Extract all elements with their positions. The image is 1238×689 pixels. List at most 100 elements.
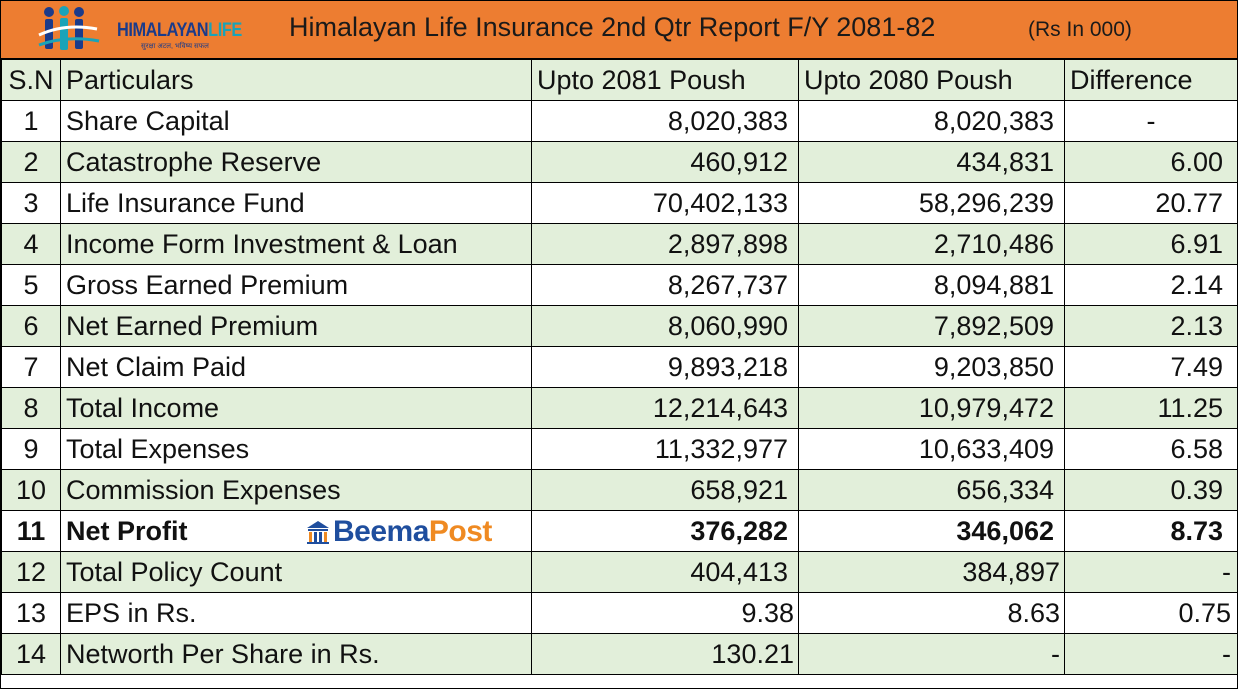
row-particular-text: Life Insurance Fund: [66, 187, 305, 218]
row-particular-text: Catastrophe Reserve: [66, 146, 322, 177]
row-sn-text: 6: [23, 310, 39, 341]
row-current-value-text: 12,214,643: [652, 392, 788, 423]
table-row: 7 Net Claim Paid 9,893,218 9,203,850 7.49: [1, 346, 1238, 388]
row-particular-text: Income Form Investment & Loan: [66, 228, 458, 259]
row-difference-text: -: [1146, 105, 1156, 136]
column-header-particulars: Particulars: [60, 59, 532, 101]
row-difference: 2.13: [1064, 305, 1238, 347]
row-difference-text: 6.91: [1170, 228, 1223, 259]
row-difference-text: 6.00: [1170, 146, 1223, 177]
row-particular-text: Net Earned Premium: [66, 310, 319, 341]
row-current-value-text: 11,332,977: [654, 433, 788, 464]
row-previous-value-text: 10,979,472: [918, 392, 1054, 423]
row-current-value: 8,060,990: [531, 305, 799, 347]
row-particular: Total Expenses: [60, 428, 532, 470]
row-difference: -: [1064, 100, 1238, 142]
row-difference-text: 2.14: [1170, 269, 1223, 300]
row-difference-text: -: [1222, 638, 1231, 669]
row-particular-text: EPS in Rs.: [66, 597, 197, 628]
row-previous-value-text: 10,633,409: [918, 433, 1054, 464]
row-difference: 2.14: [1064, 264, 1238, 306]
row-current-value-text: 376,282: [690, 515, 788, 546]
report-title: Himalayan Life Insurance 2nd Qtr Report …: [289, 12, 936, 42]
table-row: 8 Total Income 12,214,643 10,979,472 11.25: [1, 387, 1238, 429]
row-sn-text: 4: [23, 228, 39, 259]
row-sn: 8: [1, 387, 61, 429]
row-difference-text: -: [1222, 556, 1231, 587]
table-row: 11 Net Profit BeemaPost 376,282 346,062 8.73: [1, 510, 1238, 552]
row-previous-value-text: -: [1051, 638, 1060, 669]
row-current-value-text: 8,060,990: [667, 310, 788, 341]
row-particular: Networth Per Share in Rs.: [60, 633, 532, 675]
row-particular: Life Insurance Fund: [60, 182, 532, 224]
row-difference-text: 7.49: [1170, 351, 1223, 382]
himalayan-life-logo: HIMALAYANLIFE सुरक्षा अटल, भविष्य सफल: [37, 5, 257, 55]
logo-wordmark-accent: LIFE: [208, 20, 242, 41]
table-row: 5 Gross Earned Premium 8,267,737 8,094,881 2…: [1, 264, 1238, 306]
row-sn: 13: [1, 592, 61, 634]
table-row: 4 Income Form Investment & Loan 2,897,898 2…: [1, 223, 1238, 265]
row-particular: Net Claim Paid: [60, 346, 532, 388]
row-difference: 7.49: [1064, 346, 1238, 388]
row-sn-text: 10: [15, 474, 47, 505]
row-particular: Catastrophe Reserve: [60, 141, 532, 183]
row-sn: 10: [1, 469, 61, 511]
row-current-value: 376,282: [531, 510, 799, 552]
report-unit: (Rs In 000): [1028, 18, 1132, 41]
row-previous-value-text: 8,020,383: [933, 105, 1054, 136]
row-previous-value: 9,203,850: [798, 346, 1065, 388]
row-particular: Total Policy Count: [60, 551, 532, 593]
table-row: 2 Catastrophe Reserve 460,912 434,831 6.00: [1, 141, 1238, 183]
row-previous-value: 656,334: [798, 469, 1065, 511]
row-sn: 7: [1, 346, 61, 388]
table-row: 13 EPS in Rs. 9.38 8.63 0.75: [1, 592, 1238, 634]
row-particular-text: Net Profit: [66, 515, 188, 546]
row-current-value: 9.38: [531, 592, 799, 634]
report-header-banner: HIMALAYANLIFE सुरक्षा अटल, भविष्य सफल Hi…: [1, 1, 1237, 59]
row-previous-value-text: 346,062: [956, 515, 1054, 546]
table-row: 9 Total Expenses 11,332,977 10,633,409 6.58: [1, 428, 1238, 470]
row-previous-value: 8,020,383: [798, 100, 1065, 142]
row-current-value: 8,020,383: [531, 100, 799, 142]
row-sn-text: 7: [23, 351, 39, 382]
row-previous-value: 2,710,486: [798, 223, 1065, 265]
row-previous-value-text: 8.63: [1007, 597, 1060, 628]
row-previous-value: 8,094,881: [798, 264, 1065, 306]
himalayan-life-logo-icon: [38, 6, 100, 50]
row-previous-value-text: 8,094,881: [933, 269, 1054, 300]
row-current-value: 2,897,898: [531, 223, 799, 265]
row-difference: 6.00: [1064, 141, 1238, 183]
row-sn-text: 9: [23, 433, 39, 464]
row-sn: 11: [1, 510, 61, 552]
row-previous-value: 7,892,509: [798, 305, 1065, 347]
row-difference-text: 0.39: [1170, 474, 1223, 505]
row-previous-value-text: 7,892,509: [933, 310, 1054, 341]
financial-table: S.N Particulars Upto 2081 Poush Upto 208…: [1, 59, 1238, 675]
row-particular-text: Total Expenses: [66, 433, 250, 464]
row-difference: 11.25: [1064, 387, 1238, 429]
row-particular-text: Share Capital: [66, 105, 230, 136]
row-sn-text: 5: [23, 269, 39, 300]
row-previous-value-text: 434,831: [956, 146, 1054, 177]
row-difference: 6.91: [1064, 223, 1238, 265]
row-difference-text: 6.58: [1170, 433, 1223, 464]
column-header-current: Upto 2081 Poush: [531, 59, 799, 101]
row-difference: -: [1064, 551, 1238, 593]
row-particular: EPS in Rs.: [60, 592, 532, 634]
row-sn: 3: [1, 182, 61, 224]
beemapost-brand-main: Beema: [333, 515, 429, 548]
row-current-value-text: 130.21: [711, 638, 794, 669]
table-row: 3 Life Insurance Fund 70,402,133 58,296,239…: [1, 182, 1238, 224]
row-sn-text: 13: [15, 597, 47, 628]
row-particular-text: Net Claim Paid: [66, 351, 247, 382]
row-sn-text: 12: [15, 556, 47, 587]
row-particular: Gross Earned Premium: [60, 264, 532, 306]
row-difference-text: 8.73: [1170, 515, 1223, 546]
row-difference: 20.77: [1064, 182, 1238, 224]
row-sn: 1: [1, 100, 61, 142]
row-particular-text: Total Income: [66, 392, 220, 423]
row-difference-text: 20.77: [1155, 187, 1223, 218]
row-current-value-text: 460,912: [690, 146, 788, 177]
row-current-value-text: 9,893,218: [667, 351, 788, 382]
